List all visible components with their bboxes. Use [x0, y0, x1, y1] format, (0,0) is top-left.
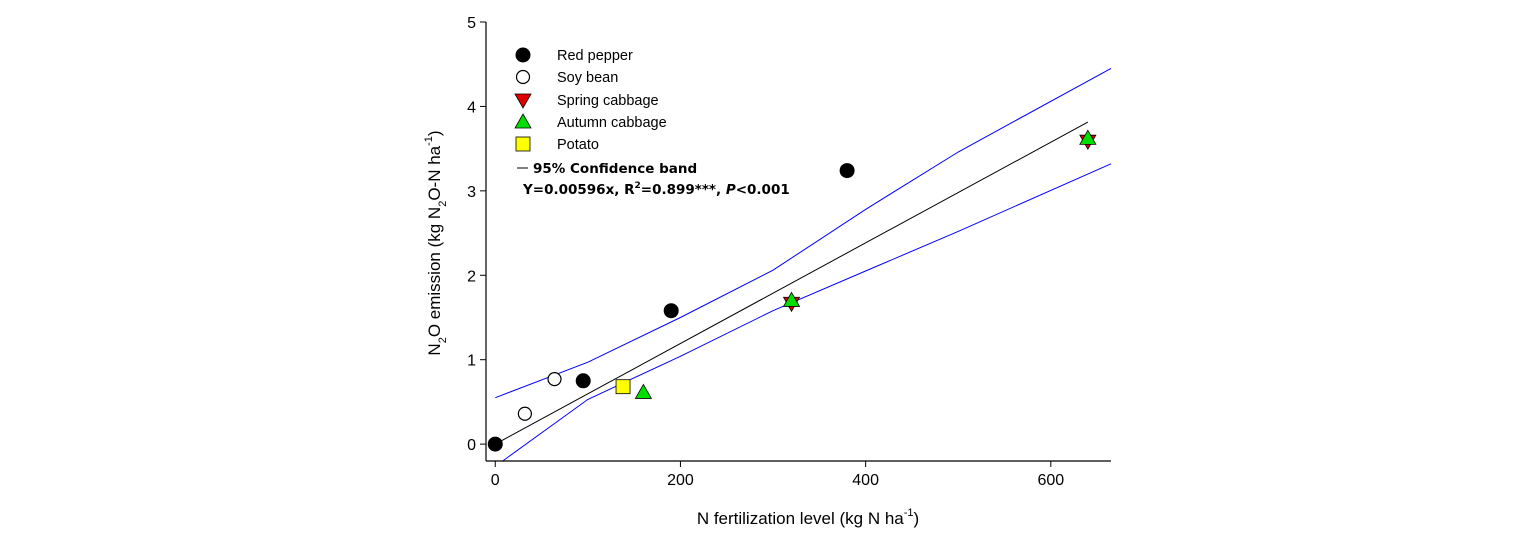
- legend-label-confidence-band: 95% Confidence band: [533, 161, 697, 177]
- y-axis-label: N2O emission (kg N2O-N ha-1): [423, 130, 449, 355]
- regression-line: [495, 121, 1089, 445]
- confidence-band-lower: [502, 163, 1112, 462]
- regression-line-path: [495, 121, 1089, 445]
- legend-item-soy-bean: Soy bean: [515, 69, 618, 86]
- legend-item-potato: Potato: [515, 136, 599, 153]
- point-red-pepper-2: [663, 303, 679, 319]
- point-soy-bean-0: [517, 406, 532, 421]
- point-autumn-cabbage-2: [1079, 129, 1097, 145]
- legend-label-potato: Potato: [557, 137, 599, 153]
- y-tick-label-5: 5: [467, 15, 476, 32]
- y-tick-label-3: 3: [467, 184, 476, 201]
- point-red-pepper-0: [487, 436, 503, 452]
- legend-item-red-pepper: Red pepper: [515, 47, 633, 64]
- legend-item-spring-cabbage: Spring cabbage: [514, 93, 659, 109]
- legend-label-soy-bean: Soy bean: [557, 70, 618, 86]
- legend-item-autumn-cabbage: Autumn cabbage: [514, 113, 667, 131]
- x-tick-label-600: 600: [1037, 472, 1064, 489]
- legend-equation: Y=0.00596x, R2=0.899***, P<0.001: [522, 181, 790, 198]
- legend-label-red-pepper: Red pepper: [557, 48, 633, 64]
- confidence-band-upper: [495, 67, 1112, 399]
- x-tick-label-400: 400: [852, 472, 879, 489]
- point-red-pepper-1: [575, 373, 591, 389]
- y-tick-label-1: 1: [467, 353, 476, 370]
- point-autumn-cabbage-1: [782, 291, 801, 307]
- point-potato-0: [615, 379, 631, 395]
- legend-label-spring-cabbage: Spring cabbage: [557, 93, 659, 109]
- point-red-pepper-3: [839, 163, 855, 179]
- y-tick-label-4: 4: [467, 99, 476, 116]
- y-tick-label-2: 2: [467, 268, 476, 285]
- x-tick-label-0: 0: [491, 472, 500, 489]
- axis-ticks: 0 200 400 600 0 1 2 3 4 5: [467, 15, 1064, 489]
- legend: Red pepper Soy bean Spring cabbage Autum…: [514, 47, 790, 198]
- data-points: [487, 129, 1097, 452]
- legend-marker-soy-bean: [515, 69, 531, 85]
- legend-marker-autumn-cabbage: [514, 113, 532, 129]
- legend-marker-red-pepper: [515, 47, 531, 63]
- legend-marker-potato: [515, 136, 531, 152]
- point-autumn-cabbage-0: [634, 383, 653, 399]
- x-tick-label-200: 200: [667, 472, 694, 489]
- y-tick-label-0: 0: [467, 437, 476, 454]
- confidence-band: [495, 67, 1112, 462]
- x-axis-label: N fertilization level (kg N ha-1): [697, 507, 919, 528]
- legend-label-autumn-cabbage: Autumn cabbage: [557, 115, 667, 131]
- point-soy-bean-1: [547, 372, 562, 387]
- legend-marker-spring-cabbage: [514, 93, 532, 109]
- legend-item-confidence-band: 95% Confidence band: [517, 161, 697, 177]
